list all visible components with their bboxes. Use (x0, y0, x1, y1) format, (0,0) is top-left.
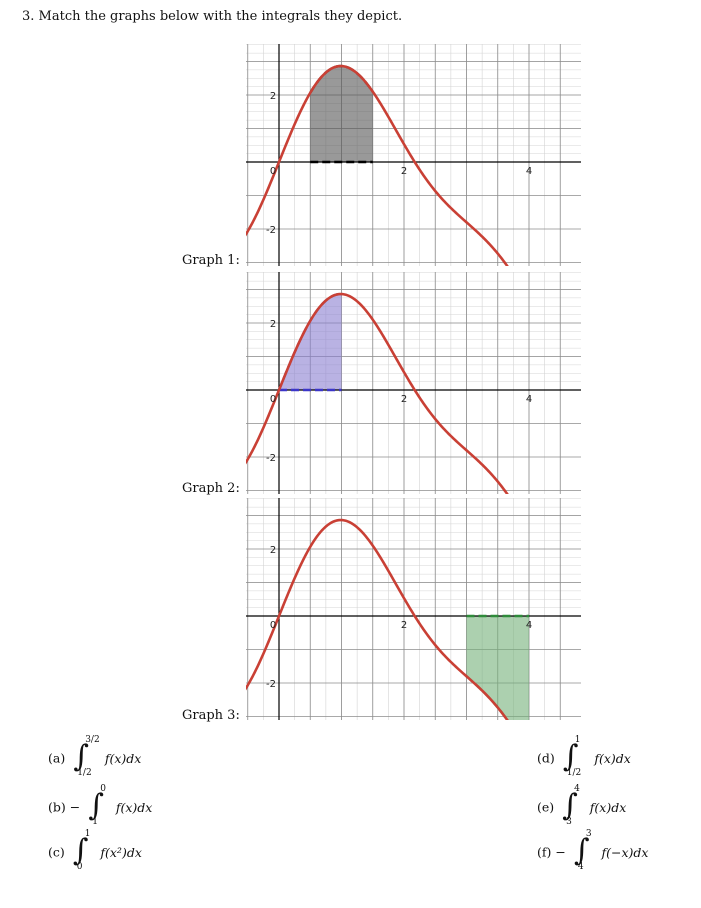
option-b: (b) − ∫ 0 1 f(x)dx (48, 784, 153, 827)
integral-sign: ∫ 3/2 1/2 (73, 735, 100, 778)
option-d-lower: 1/2 (566, 768, 582, 778)
option-c-upper: 1 (84, 829, 91, 839)
option-f-upper: 3 (585, 829, 592, 839)
graph-1-label: Graph 1: (182, 253, 240, 268)
graph-2-label: Graph 2: (182, 481, 240, 496)
integral-sign: ∫ 1 0 (72, 829, 91, 872)
y-tick-label: -2 (266, 453, 276, 464)
x-tick-label: 4 (526, 394, 532, 405)
option-f: (f) − ∫ 3 4 f(−x)dx (537, 829, 649, 872)
option-b-upper: 0 (100, 784, 106, 794)
origin-label: 0 (270, 620, 276, 631)
integral-sign: ∫ 4 3 (562, 784, 580, 827)
option-f-lower: 4 (577, 862, 584, 872)
x-tick-label: 2 (401, 620, 407, 631)
option-a-tag: (a) (48, 750, 66, 766)
integral-sign: ∫ 0 1 (88, 784, 106, 827)
option-d-integrand: f(x)dx (594, 750, 631, 766)
y-tick-label: 2 (270, 545, 276, 556)
option-b-integrand: f(x)dx (115, 799, 153, 815)
option-d: (d) ∫ 1 1/2 f(x)dx (537, 735, 631, 778)
x-tick-label: 2 (401, 166, 407, 177)
option-a-integrand: f(x)dx (104, 750, 142, 766)
graph-3: 2 4 2 -2 0 (246, 498, 581, 720)
origin-label: 0 (270, 394, 276, 405)
option-f-tag: (f) (537, 844, 552, 860)
graph-1: 2 4 2 -2 0 (246, 44, 581, 266)
option-e-lower: 3 (566, 817, 572, 827)
function-curve (246, 518, 509, 720)
y-tick-label: -2 (266, 679, 276, 690)
shaded-area (310, 66, 373, 162)
option-a-upper: 3/2 (85, 735, 100, 745)
option-f-integrand: f(−x)dx (601, 844, 649, 860)
option-d-tag: (d) (537, 750, 555, 766)
option-b-sign: − (69, 799, 81, 815)
function-curve (246, 64, 509, 266)
option-c: (c) ∫ 1 0 f(x²)dx (48, 829, 142, 872)
option-a-lower: 1/2 (77, 768, 92, 778)
x-tick-label: 4 (526, 620, 532, 631)
y-tick-label: 2 (270, 91, 276, 102)
graph-3-label: Graph 3: (182, 708, 240, 723)
shaded-area (279, 294, 342, 390)
y-tick-label: 2 (270, 319, 276, 330)
option-c-tag: (c) (48, 844, 65, 860)
option-a: (a) ∫ 3/2 1/2 f(x)dx (48, 735, 142, 778)
option-b-tag: (b) (48, 799, 66, 815)
option-c-lower: 0 (76, 862, 83, 872)
origin-label: 0 (270, 166, 276, 177)
question-text: 3. Match the graphs below with the integ… (22, 9, 403, 24)
option-f-sign: − (555, 844, 566, 860)
option-b-lower: 1 (92, 817, 98, 827)
option-e-integrand: f(x)dx (589, 799, 627, 815)
option-e-upper: 4 (574, 784, 580, 794)
option-d-upper: 1 (574, 735, 581, 745)
x-tick-label: 2 (401, 394, 407, 405)
shaded-area (466, 616, 529, 720)
graph-2: 2 4 2 -2 0 (246, 272, 581, 494)
integral-sign: ∫ 1 1/2 (562, 735, 582, 778)
option-e: (e) ∫ 4 3 f(x)dx (537, 784, 627, 827)
function-curve (246, 292, 509, 494)
option-e-tag: (e) (537, 799, 555, 815)
integral-sign: ∫ 3 4 (573, 829, 592, 872)
x-tick-label: 4 (526, 166, 532, 177)
option-c-integrand: f(x²)dx (100, 844, 142, 860)
y-tick-label: -2 (266, 225, 276, 236)
